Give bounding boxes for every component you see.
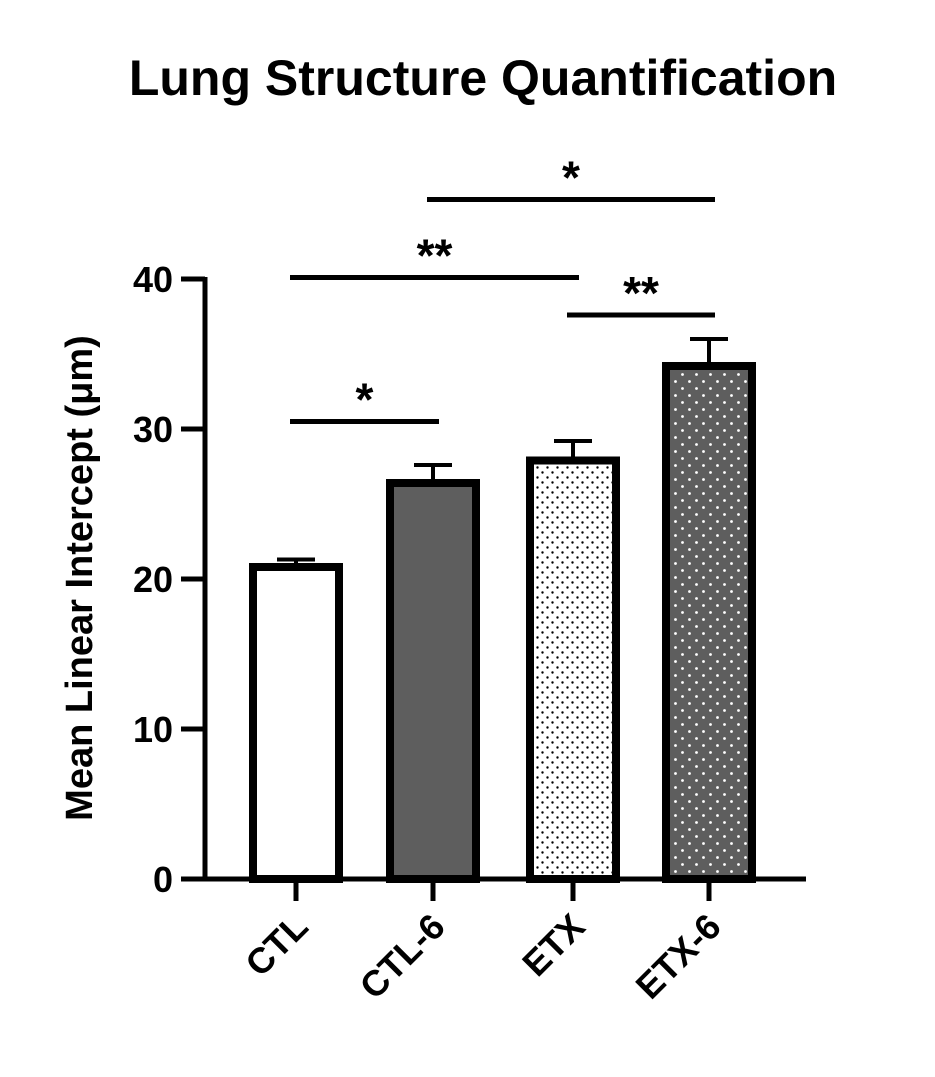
- x-tick-label: CTL: [237, 906, 315, 984]
- y-tick-label: 20: [133, 559, 173, 600]
- chart-title: Lung Structure Quantification: [129, 50, 837, 106]
- bar-etx: [526, 456, 620, 883]
- y-axis-label: Mean Linear Intercept (μm): [59, 335, 101, 821]
- y-tick-label: 10: [133, 709, 173, 750]
- significance-label: **: [623, 267, 659, 319]
- x-tick-label: ETX-6: [628, 906, 729, 1007]
- x-tick-label: CTL-6: [352, 906, 453, 1007]
- bar-etx-6: [662, 362, 756, 883]
- bar-ctl: [249, 563, 343, 883]
- y-tick-label: 40: [133, 259, 173, 300]
- significance-label: *: [356, 374, 374, 426]
- significance-label: **: [417, 230, 453, 282]
- significance-label: *: [562, 152, 580, 204]
- x-tick-label: ETX: [514, 906, 592, 984]
- y-tick-label: 0: [153, 859, 173, 900]
- bar-ctl-6: [386, 479, 480, 883]
- y-tick-label: 30: [133, 409, 173, 450]
